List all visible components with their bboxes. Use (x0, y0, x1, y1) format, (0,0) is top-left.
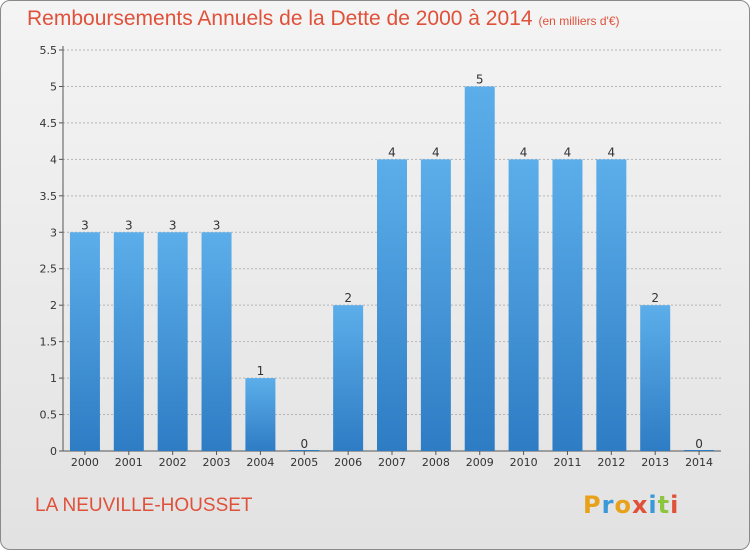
data-label: 4 (564, 145, 572, 159)
data-label: 3 (125, 218, 133, 232)
data-label: 3 (169, 218, 177, 232)
x-tick-label: 2012 (597, 456, 625, 469)
x-tick-label: 2006 (334, 456, 362, 469)
bar (552, 159, 583, 451)
data-label: 1 (257, 364, 265, 378)
y-tick-label: 0 (50, 445, 57, 458)
logo-letter: t (657, 491, 671, 519)
data-label: 4 (432, 145, 440, 159)
x-tick-label: 2011 (553, 456, 581, 469)
bar (596, 159, 627, 451)
x-tick-label: 2002 (159, 456, 187, 469)
x-tick-label: 2001 (115, 456, 143, 469)
data-label: 4 (608, 145, 616, 159)
data-label: 0 (695, 437, 703, 451)
logo-letter: i (648, 491, 658, 519)
logo-letter: P (583, 491, 602, 519)
x-tick-label: 2004 (246, 456, 274, 469)
logo-letter: x (631, 491, 649, 519)
y-tick-label: 1 (50, 372, 57, 385)
x-tick-label: 2014 (685, 456, 713, 469)
logo-letter: r (601, 491, 615, 519)
bar (157, 232, 188, 451)
x-tick-label: 2010 (510, 456, 538, 469)
logo-letter: o (614, 491, 632, 519)
y-tick-label: 4 (50, 153, 57, 166)
x-tick-label: 2008 (422, 456, 450, 469)
y-tick-label: 0.5 (40, 409, 58, 422)
bar (201, 232, 232, 451)
bar (333, 305, 364, 451)
data-label: 3 (213, 218, 221, 232)
place-name: LA NEUVILLE-HOUSSET (35, 495, 253, 516)
x-tick-label: 2000 (71, 456, 99, 469)
data-label: 0 (300, 437, 308, 451)
x-tick-label: 2003 (203, 456, 231, 469)
data-label: 4 (520, 145, 528, 159)
bar (69, 232, 100, 451)
bar (640, 305, 671, 451)
data-label: 4 (388, 145, 396, 159)
title-text: Remboursements Annuels de la Dette de 20… (27, 7, 533, 30)
x-tick-label: 2009 (466, 456, 494, 469)
data-label: 2 (344, 291, 352, 305)
y-tick-label: 2.5 (40, 263, 58, 276)
data-label: 2 (651, 291, 659, 305)
bar (377, 159, 407, 451)
data-label: 3 (81, 218, 89, 232)
bar (508, 159, 539, 451)
x-tick-label: 2005 (290, 456, 318, 469)
bar (113, 232, 144, 451)
y-tick-label: 1.5 (40, 336, 58, 349)
logo-letter: i (670, 491, 680, 519)
title-unit: (en milliers d'€) (538, 14, 620, 28)
bar (464, 86, 495, 452)
y-tick-label: 3.5 (40, 190, 58, 203)
bar (420, 159, 451, 451)
bar (289, 450, 320, 451)
y-tick-label: 4.5 (40, 117, 58, 130)
y-tick-label: 5.5 (40, 44, 58, 57)
y-tick-label: 2 (50, 299, 57, 312)
y-tick-label: 3 (50, 226, 57, 239)
proxiti-logo: Proxiti (583, 491, 679, 519)
chart-title: Remboursements Annuels de la Dette de 20… (27, 7, 620, 31)
data-label: 5 (476, 72, 484, 86)
x-tick-label: 2007 (378, 456, 406, 469)
bar (684, 450, 715, 451)
y-tick-label: 5 (50, 80, 57, 93)
x-tick-label: 2013 (641, 456, 669, 469)
bar (245, 378, 276, 451)
